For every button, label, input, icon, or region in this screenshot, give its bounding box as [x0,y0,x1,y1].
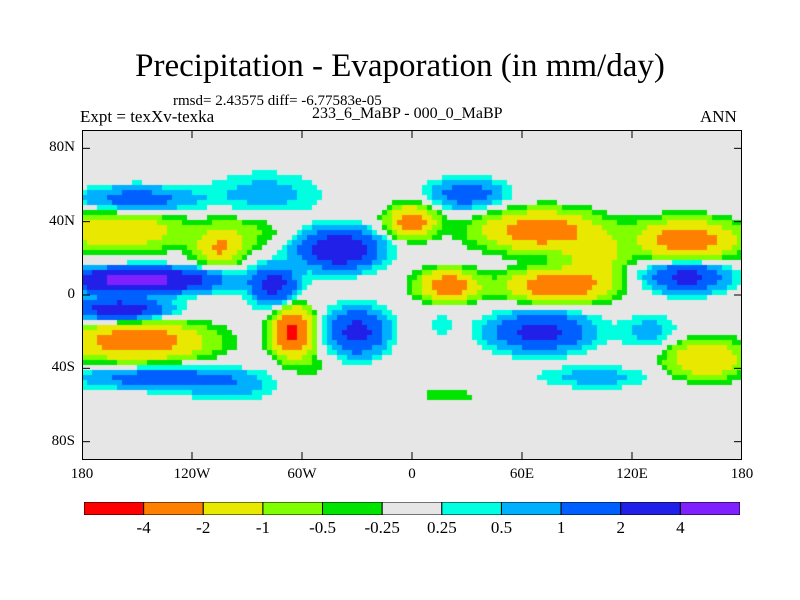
colorbar-swatch [560,502,622,515]
colorbar-label: 1 [556,518,566,537]
y-tick-label: 40S [51,359,75,376]
colorbar-swatch [620,502,681,515]
colorbar-swatch [500,502,562,515]
x-tick-label: 60E [509,466,535,482]
colorbar-label: -0.5 [309,518,336,537]
colorbar-swatch [679,502,740,515]
plot-frame [82,130,742,460]
y-tick-label: 0 [67,286,76,302]
colorbar-label: -1 [255,518,270,537]
subtitle: 233_6_MaBP - 000_0_MaBP [312,105,503,122]
colorbar-label: 2 [616,518,625,537]
colorbar-swatch [322,502,383,515]
stats-text: rmsd= 2.43575 diff= -6.77583e-05 [173,93,382,109]
x-tick-label: 0 [408,466,416,482]
colorbar-swatch [441,502,502,515]
season-label: ANN [700,107,737,126]
map-plot [82,130,742,460]
x-tick-label: 180 [70,466,94,482]
experiment-label: Expt = texXv-texka [80,107,215,126]
x-tick-label: 60W [287,466,317,482]
y-tick-label: 80N [49,139,75,156]
x-tick-label: 120W [173,466,211,482]
colorbar [84,502,740,515]
colorbar-label: 0.25 [426,518,457,537]
colorbar-label: -2 [196,518,211,537]
colorbar-label: 4 [676,518,685,537]
y-tick-label: 40N [49,212,75,229]
colorbar-swatch [84,502,145,515]
colorbar-label: -4 [136,518,151,537]
chart-title: Precipitation - Evaporation (in mm/day) [135,48,665,84]
colorbar-label: -0.25 [364,518,400,537]
heatmap-field [82,130,742,460]
colorbar-swatch [202,502,264,515]
y-tick-label: 80S [51,432,75,449]
colorbar-label: 0.5 [490,518,513,537]
colorbar-swatch [381,502,443,515]
colorbar-swatch [143,502,204,515]
map-frame [82,130,742,460]
colorbar-swatch [262,502,324,515]
x-tick-label: 120E [616,466,648,482]
x-tick-label: 180 [730,466,754,482]
